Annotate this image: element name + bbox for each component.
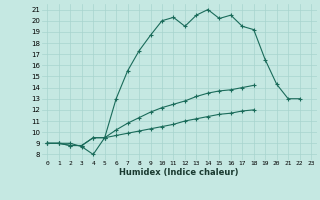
X-axis label: Humidex (Indice chaleur): Humidex (Indice chaleur) (119, 168, 239, 177)
